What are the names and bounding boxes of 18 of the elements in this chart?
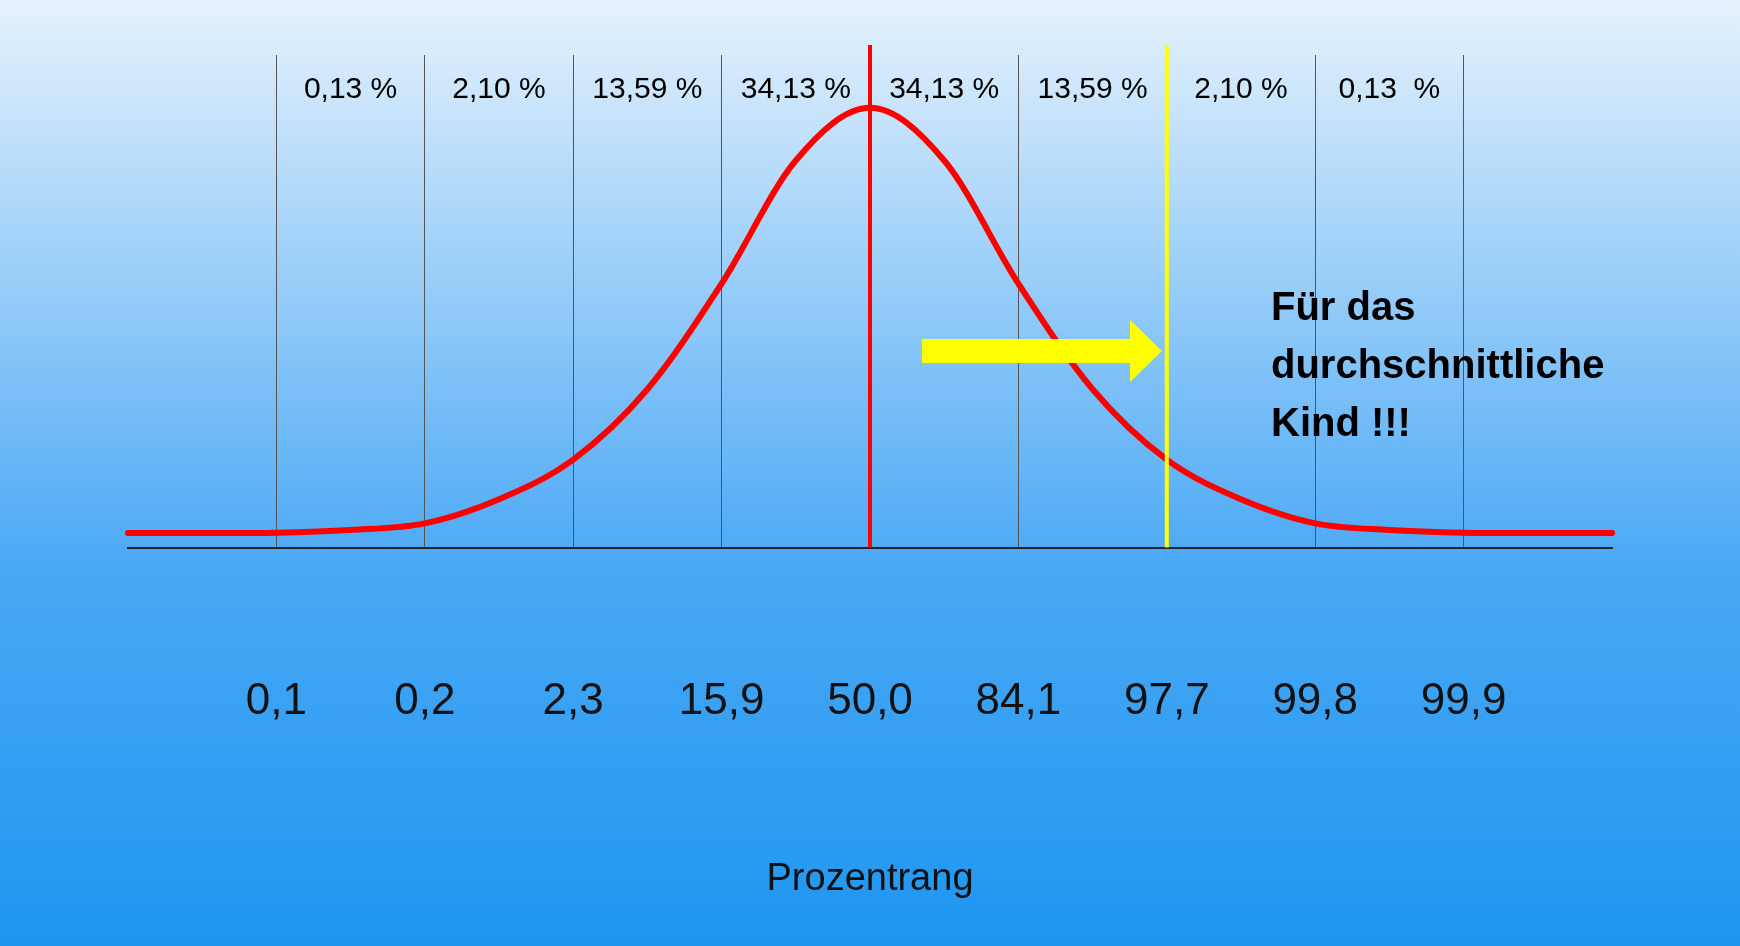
text: 0,13 % (303, 71, 398, 105)
x-tick-label: 50,0 (827, 674, 913, 724)
x-tick-label: 99,8 (1272, 674, 1359, 724)
x-tick-label: 0,1 (245, 674, 307, 724)
text: 0,13 % (1338, 71, 1441, 105)
text: 34,13 % (889, 71, 1000, 105)
x-tick-label: 84,1 (975, 674, 1062, 724)
x-tick-label: 15,9 (678, 674, 765, 724)
text: 2,10 % (452, 71, 546, 105)
text: 13,59 % (1037, 71, 1148, 105)
x-tick-label: 97,7 (1123, 674, 1210, 724)
x-tick-label: 99,9 (1420, 674, 1507, 724)
text: 2,10 % (1194, 71, 1288, 105)
text: 13,59 % (592, 71, 703, 105)
x-tick-label: 2,3 (542, 674, 604, 724)
x-tick-label: 0,2 (394, 674, 456, 724)
x-axis-title: Prozentrang (766, 855, 974, 898)
text: 34,13 % (740, 71, 851, 105)
